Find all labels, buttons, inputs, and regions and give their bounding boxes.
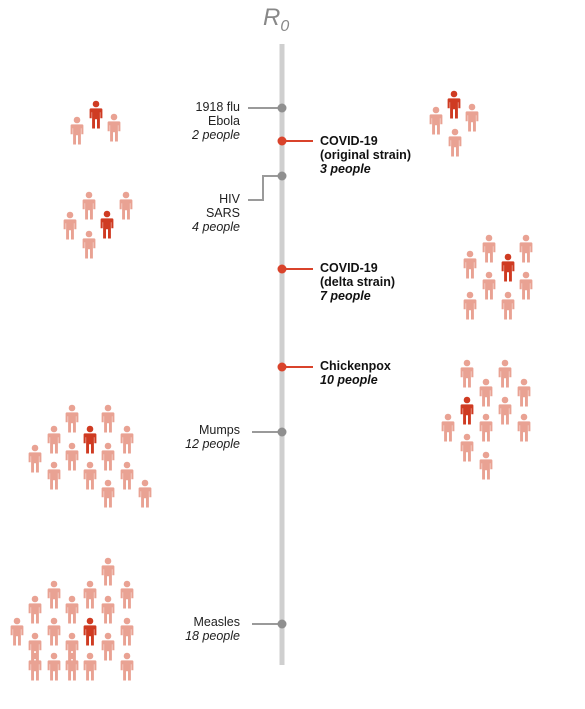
mumps-dot: [277, 427, 287, 437]
chickenpox-person-icon: [479, 451, 493, 480]
measles-person-icon: [101, 632, 115, 661]
flu-ebola-label: 1918 flu Ebola 2 people: [20, 100, 240, 142]
covid-original-person-icon: [465, 103, 479, 132]
hiv-sars-person-icon: [63, 211, 77, 240]
covid-delta-person-icon: [463, 250, 477, 279]
covid-delta-person-icon: [482, 271, 496, 300]
mumps-person-icon: [65, 404, 79, 433]
mumps-person-icon: [47, 425, 61, 454]
covid-delta-name-line: (delta strain): [320, 275, 396, 289]
covid-delta-person-icon: [463, 291, 477, 320]
measles-person-icon: [83, 617, 97, 646]
mumps-person-icon: [47, 461, 61, 490]
measles-person-icon: [28, 595, 42, 624]
covid-delta-person-icon: [519, 271, 533, 300]
covid-original-person-icon: [448, 128, 462, 157]
covid-original-dot: [277, 136, 287, 146]
chickenpox-person-icon: [498, 359, 512, 388]
flu-ebola-name-line: Ebola: [208, 114, 240, 128]
flu-ebola-person-icon: [107, 113, 121, 142]
mumps-person-icon: [120, 461, 134, 490]
hiv-sars-dot: [277, 171, 287, 181]
chickenpox-person-icon: [460, 359, 474, 388]
measles-person-icon: [101, 595, 115, 624]
mumps-person-icon: [101, 404, 115, 433]
measles-person-icon: [65, 652, 79, 681]
mumps-person-icon: [120, 425, 134, 454]
measles-person-icon: [65, 595, 79, 624]
measles-person-icon: [28, 652, 42, 681]
covid-delta-person-icon: [501, 291, 515, 320]
mumps-person-icon: [83, 425, 97, 454]
axis-title: R0: [263, 4, 290, 35]
mumps-person-icon: [101, 442, 115, 471]
chickenpox-person-icon: [441, 413, 455, 442]
measles-person-icon: [47, 580, 61, 609]
covid-delta-person-icon: [519, 234, 533, 263]
covid-delta-count: 7 people: [320, 289, 371, 303]
covid-original-label: COVID-19 (original strain) 3 people: [320, 134, 480, 176]
mumps-count: 12 people: [185, 437, 240, 451]
covid-original-name-line: COVID-19: [320, 134, 378, 148]
mumps-person-icon: [138, 479, 152, 508]
mumps-person-icon: [83, 461, 97, 490]
chickenpox-name-line: Chickenpox: [320, 359, 391, 373]
chickenpox-person-icon: [479, 413, 493, 442]
measles-name-line: Measles: [193, 615, 240, 629]
chickenpox-person-icon: [460, 396, 474, 425]
chickenpox-person-icon: [517, 413, 531, 442]
flu-ebola-dot: [277, 103, 287, 113]
measles-count: 18 people: [185, 629, 240, 643]
measles-person-icon: [83, 652, 97, 681]
hiv-sars-connector: [248, 175, 282, 201]
hiv-sars-label: HIV SARS 4 people: [20, 192, 240, 234]
measles-person-icon: [83, 580, 97, 609]
hiv-sars-count: 4 people: [192, 220, 240, 234]
measles-dot: [277, 619, 287, 629]
covid-original-person-icon: [429, 106, 443, 135]
chickenpox-person-icon: [498, 396, 512, 425]
mumps-label: Mumps 12 people: [20, 423, 240, 451]
hiv-sars-person-icon: [119, 191, 133, 220]
chickenpox-label: Chickenpox 10 people: [320, 359, 480, 387]
measles-person-icon: [120, 617, 134, 646]
flu-ebola-count: 2 people: [192, 128, 240, 142]
chickenpox-person-icon: [517, 378, 531, 407]
mumps-person-icon: [28, 444, 42, 473]
covid-original-count: 3 people: [320, 162, 371, 176]
hiv-sars-name-line: HIV: [219, 192, 240, 206]
flu-ebola-name-line: 1918 flu: [195, 100, 240, 114]
covid-delta-label: COVID-19 (delta strain) 7 people: [320, 261, 480, 303]
flu-ebola-person-icon: [70, 116, 84, 145]
chickenpox-dot: [277, 362, 287, 372]
chickenpox-person-icon: [479, 378, 493, 407]
hiv-sars-person-icon: [100, 210, 114, 239]
chickenpox-count: 10 people: [320, 373, 378, 387]
measles-person-icon: [47, 652, 61, 681]
hiv-sars-person-icon: [82, 191, 96, 220]
measles-person-icon: [101, 557, 115, 586]
measles-person-icon: [120, 652, 134, 681]
mumps-name-line: Mumps: [199, 423, 240, 437]
covid-delta-dot: [277, 264, 287, 274]
covid-delta-name-line: COVID-19: [320, 261, 378, 275]
measles-person-icon: [10, 617, 24, 646]
covid-delta-person-icon: [482, 234, 496, 263]
mumps-person-icon: [101, 479, 115, 508]
covid-delta-person-icon: [501, 253, 515, 282]
mumps-person-icon: [65, 442, 79, 471]
measles-person-icon: [120, 580, 134, 609]
hiv-sars-person-icon: [82, 230, 96, 259]
covid-original-name-line: (original strain): [320, 148, 411, 162]
flu-ebola-person-icon: [89, 100, 103, 129]
covid-original-person-icon: [447, 90, 461, 119]
chickenpox-person-icon: [460, 433, 474, 462]
measles-person-icon: [47, 617, 61, 646]
hiv-sars-name-line: SARS: [205, 206, 240, 220]
measles-label: Measles 18 people: [20, 615, 240, 643]
